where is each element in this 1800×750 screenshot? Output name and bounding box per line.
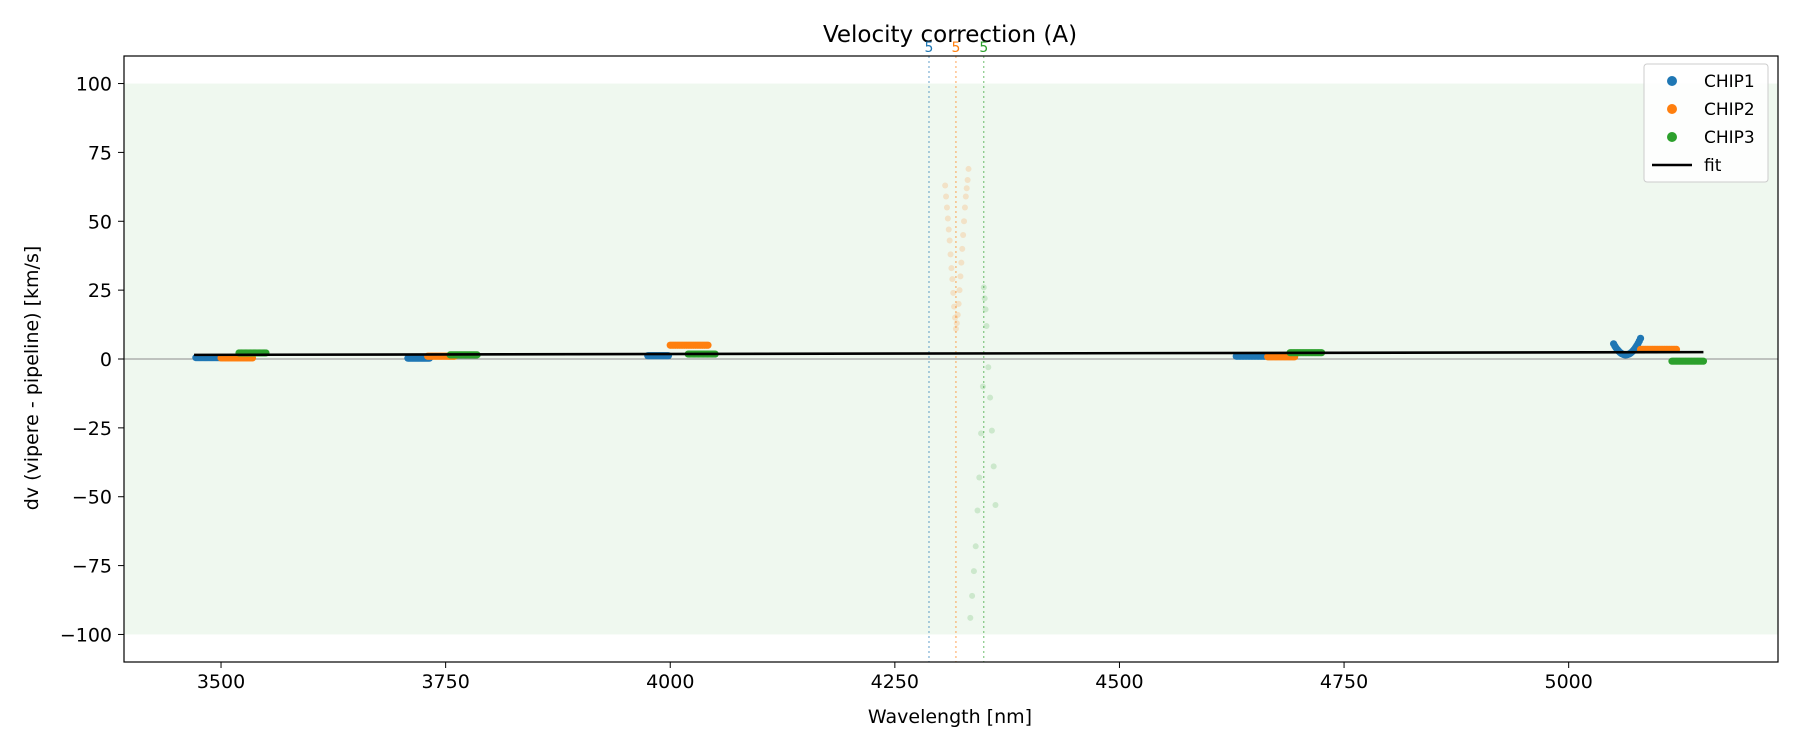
outlier-point: [948, 265, 955, 272]
outlier-point: [978, 430, 985, 437]
outlier-point: [960, 232, 967, 239]
legend-label-chip3: CHIP3: [1704, 128, 1755, 148]
outlier-point: [949, 276, 956, 283]
outlier-point: [942, 182, 949, 189]
outlier-point: [983, 322, 990, 329]
outlier-point: [954, 311, 961, 318]
outlier-point: [976, 474, 983, 481]
x-tick-label: 3750: [421, 671, 469, 693]
outlier-point: [981, 295, 988, 302]
outlier-point: [958, 259, 965, 266]
fit-line: [194, 350, 1704, 357]
x-tick-label: 4000: [646, 671, 694, 693]
outlier-point: [952, 325, 959, 332]
outlier-point: [974, 507, 981, 514]
outlier-point: [992, 501, 999, 508]
legend-label-fit: fit: [1704, 156, 1722, 176]
outlier-point: [944, 215, 951, 222]
x-axis-label: Wavelength [nm]: [868, 706, 1032, 728]
y-tick-label: 0: [100, 349, 112, 371]
legend-marker-chip2: [1667, 104, 1677, 114]
outlier-point: [987, 394, 994, 401]
legend-label-chip2: CHIP2: [1704, 100, 1755, 120]
outlier-point: [990, 463, 997, 470]
x-tick-label: 5000: [1544, 671, 1592, 693]
outlier-point: [964, 176, 971, 183]
data-point: [1636, 334, 1645, 342]
outlier-point: [972, 543, 979, 550]
legend: CHIP1 CHIP2 CHIP3 fit: [1643, 63, 1769, 183]
y-tick-label: 50: [88, 211, 112, 233]
chart-title: Velocity correction (A): [823, 22, 1077, 48]
outlier-point: [963, 185, 970, 192]
legend-label-chip1: CHIP1: [1704, 72, 1755, 92]
legend-frame: [1643, 63, 1769, 183]
outlier-point: [982, 306, 989, 313]
outlier-point: [967, 614, 974, 621]
outlier-point: [979, 383, 986, 390]
data-point: [704, 341, 712, 349]
outlier-point: [970, 568, 977, 575]
outlier-point: [950, 289, 957, 296]
outlier-point: [988, 427, 995, 434]
plot-inner: [124, 56, 1778, 662]
outlier-point: [961, 218, 968, 225]
outlier-point: [985, 364, 992, 371]
outlier-point: [980, 284, 987, 291]
outlier-point: [943, 193, 950, 200]
outlier-point: [969, 592, 976, 599]
legend-marker-chip3: [1667, 132, 1677, 142]
outlier-point: [962, 193, 969, 200]
vline-label-2: 5: [951, 40, 960, 56]
vline-label-1: 5: [925, 40, 934, 56]
y-tick-label: 25: [88, 280, 112, 302]
data-point: [1699, 357, 1708, 365]
y-tick-label: 75: [88, 142, 112, 164]
outlier-point: [943, 204, 950, 211]
outlier-point: [955, 300, 962, 307]
y-axis-label: dv (vipere - pipeline) [km/s]: [21, 246, 43, 511]
x-tick-label: 4750: [1320, 671, 1368, 693]
outlier-point: [946, 237, 953, 244]
outlier-point: [959, 245, 966, 252]
x-tick-label: 3500: [197, 671, 245, 693]
outlier-point: [952, 314, 959, 321]
outlier-point: [951, 303, 958, 310]
y-tick-label: −50: [72, 487, 112, 509]
outlier-point: [957, 273, 964, 280]
legend-marker-chip1: [1667, 76, 1677, 86]
outlier-point: [956, 287, 963, 294]
outlier-point: [945, 226, 952, 233]
outlier-point: [961, 204, 968, 211]
x-tick-label: 4250: [871, 671, 919, 693]
y-tick-label: −75: [72, 556, 112, 578]
plot-area: 5 5 5: [123, 40, 1779, 663]
y-tick-label: −25: [72, 418, 112, 440]
outlier-point: [953, 320, 960, 327]
y-tick-label: −100: [60, 624, 112, 646]
x-tick-label: 4500: [1095, 671, 1143, 693]
y-tick-label: 100: [76, 74, 112, 96]
outlier-point: [947, 251, 954, 258]
axis-ticks: 3500 3750 4000 4250 4500 4750 5000 −100 −75 −50 −2…: [60, 74, 1593, 693]
vline-label-3: 5: [979, 40, 988, 56]
outlier-point: [965, 165, 972, 172]
